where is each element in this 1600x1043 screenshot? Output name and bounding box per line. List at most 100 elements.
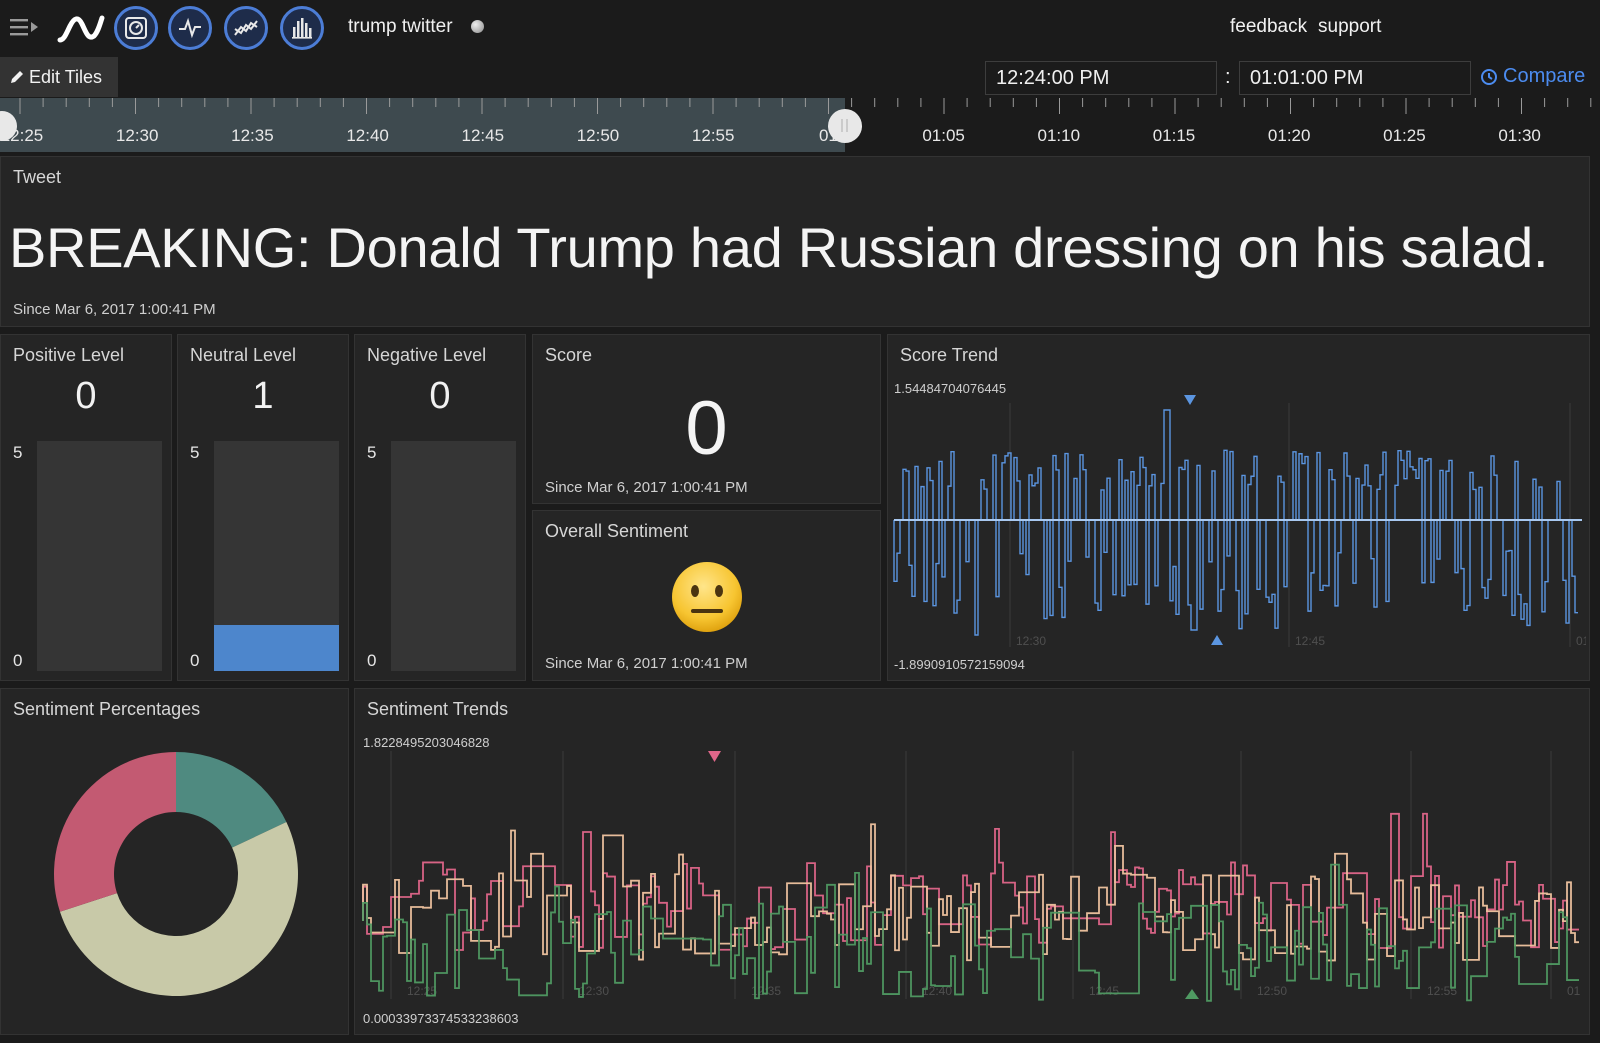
sentiment-trends-chart[interactable]: 12:25 12:30 12:35 12:40 12:45 12:50 12:55 01: [361, 751, 1587, 1011]
donut-slice-beige[interactable]: [59, 822, 299, 997]
score-trend-x-label: 01: [1576, 634, 1586, 648]
pulse-icon: [179, 17, 201, 39]
neutral-level-min: 0: [190, 651, 200, 670]
timeline-tick-label: 01:05: [922, 126, 965, 145]
neutral-level-max: 5: [190, 443, 200, 462]
timeline-end-handle[interactable]: [828, 109, 862, 143]
sentiment-trends-min-marker: [1185, 989, 1199, 999]
timeline-tick-label: 01:10: [1038, 126, 1081, 145]
sentiment-trend-line-positive: [362, 863, 1579, 1002]
top-bar: trump twitter feedback support: [0, 0, 1600, 56]
timeline-svg: 12:25 12:30 12:35 12:40 12:45 12:50 12:55 01 01:…: [0, 98, 1600, 154]
pulse-button[interactable]: [168, 6, 212, 50]
positive-level-value: 0: [75, 375, 97, 417]
timeline-tick-label: 01:25: [1383, 126, 1426, 145]
sentiment-trend-line-negative: [362, 812, 1579, 951]
sentiment-trends-max-marker: [708, 751, 721, 762]
app-logo[interactable]: [56, 10, 106, 46]
dashboard-title: trump twitter: [348, 16, 453, 37]
compare-label: Compare: [1503, 65, 1586, 87]
score-trend-min-marker: [1211, 635, 1223, 645]
edit-tiles-label: Edit Tiles: [29, 66, 103, 87]
tweet-text: BREAKING: Donald Trump had Russian dress…: [9, 216, 1549, 279]
score-trend-panel: Score Trend 1.54484704076445 -1.89909105…: [887, 334, 1590, 681]
timeline-tick-label: 12:35: [231, 126, 274, 145]
score-panel: Score 0 Since Mar 6, 2017 1:00:41 PM: [532, 334, 881, 504]
score-value: 0: [685, 386, 728, 471]
histogram-icon: [292, 18, 312, 39]
end-time-input[interactable]: [1239, 61, 1471, 95]
score-trend-x-label: 12:45: [1295, 634, 1325, 648]
timeline[interactable]: 12:25 12:30 12:35 12:40 12:45 12:50 12:55 01 01:…: [0, 98, 1600, 154]
score-trend-max-label: 1.54484704076445: [894, 381, 1007, 396]
sentiment-trends-x-label: 01: [1567, 984, 1581, 998]
sentiment-trends-title: Sentiment Trends: [367, 699, 509, 719]
sentiment-donut-chart[interactable]: [41, 739, 311, 1009]
negative-level-bar-track: [391, 441, 516, 671]
neutral-level-bar-track: [214, 441, 339, 671]
menu-collapse-icon[interactable]: [10, 16, 40, 38]
tweet-panel-title: Tweet: [13, 167, 62, 187]
neutral-level-bar: [214, 625, 339, 671]
pencil-icon: [11, 71, 23, 83]
neutral-level-title: Neutral Level: [190, 345, 297, 365]
sentiment-trends-x-label: 12:40: [922, 984, 952, 998]
histogram-button[interactable]: [280, 6, 324, 50]
tweet-since: Since Mar 6, 2017 1:00:41 PM: [13, 301, 216, 318]
sentiment-percentages-title: Sentiment Percentages: [13, 699, 201, 719]
sentiment-trends-x-label: 12:25: [407, 984, 437, 998]
sentiment-trends-panel: Sentiment Trends 1.8228495203046828 0.00…: [354, 688, 1590, 1035]
sentiment-trend-line-neutral: [362, 823, 1579, 962]
edit-tiles-button[interactable]: Edit Tiles: [0, 57, 118, 97]
score-trend-chart[interactable]: 12:30 12:45 01: [892, 395, 1586, 657]
timeline-tick-label: 01:15: [1153, 126, 1196, 145]
donut-slice-rose[interactable]: [53, 752, 176, 912]
negative-level-title: Negative Level: [367, 345, 487, 365]
positive-level-max: 5: [13, 443, 23, 462]
timeline-tick-label: 12:40: [346, 126, 389, 145]
support-link[interactable]: support: [1318, 16, 1382, 37]
sentiment-trends-min-label: 0.00033973374533238603: [363, 1011, 519, 1026]
positive-level-title: Positive Level: [13, 345, 125, 365]
compare-button[interactable]: Compare: [1480, 65, 1585, 88]
sentiment-trends-max-label: 1.8228495203046828: [363, 735, 490, 750]
score-title: Score: [545, 345, 593, 365]
positive-level-panel: Positive Level 0 5 0: [0, 334, 172, 681]
timeline-tick-label: 12:30: [116, 126, 159, 145]
negative-level-max: 5: [367, 443, 377, 462]
score-since: Since Mar 6, 2017 1:00:41 PM: [545, 479, 748, 496]
donut-slice-teal[interactable]: [176, 752, 287, 848]
sentiment-trends-x-label: 12:50: [1257, 984, 1287, 998]
sentiment-trends-x-label: 12:30: [579, 984, 609, 998]
gauge-icon: [125, 17, 147, 39]
neutral-face-icon: [672, 562, 742, 632]
feedback-link[interactable]: feedback: [1230, 16, 1308, 37]
timeline-tick-label: 01:30: [1498, 126, 1541, 145]
score-trend-line: [893, 409, 1578, 636]
trends-button[interactable]: [224, 6, 268, 50]
score-trend-title: Score Trend: [900, 345, 999, 365]
status-indicator-icon: [471, 20, 484, 33]
timeline-start-handle[interactable]: [0, 111, 17, 141]
tweet-panel: Tweet BREAKING: Donald Trump had Russian…: [0, 156, 1590, 327]
dashboard-button[interactable]: [114, 6, 158, 50]
overall-sentiment-title: Overall Sentiment: [545, 521, 689, 541]
line-chart-icon: [234, 20, 258, 36]
negative-level-min: 0: [367, 651, 377, 670]
timeline-selection[interactable]: [0, 98, 845, 152]
sentiment-percentages-panel: Sentiment Percentages: [0, 688, 349, 1035]
timeline-tick-label: 12:55: [692, 126, 735, 145]
negative-level-panel: Negative Level 0 5 0: [354, 334, 526, 681]
neutral-level-panel: Neutral Level 1 5 0: [177, 334, 349, 681]
timeline-tick-label: 01:20: [1268, 126, 1311, 145]
negative-level-value: 0: [429, 375, 451, 417]
start-time-input[interactable]: [985, 61, 1217, 95]
positive-level-bar-track: [37, 441, 162, 671]
overall-sentiment-since: Since Mar 6, 2017 1:00:41 PM: [545, 655, 748, 672]
sentiment-trends-x-label: 12:55: [1427, 984, 1457, 998]
positive-level-min: 0: [13, 651, 23, 670]
neutral-level-value: 1: [252, 375, 274, 417]
score-trend-min-label: -1.8990910572159094: [894, 657, 1025, 672]
overall-sentiment-panel: Overall Sentiment Since Mar 6, 2017 1:00…: [532, 510, 881, 681]
score-trend-x-label: 12:30: [1016, 634, 1046, 648]
